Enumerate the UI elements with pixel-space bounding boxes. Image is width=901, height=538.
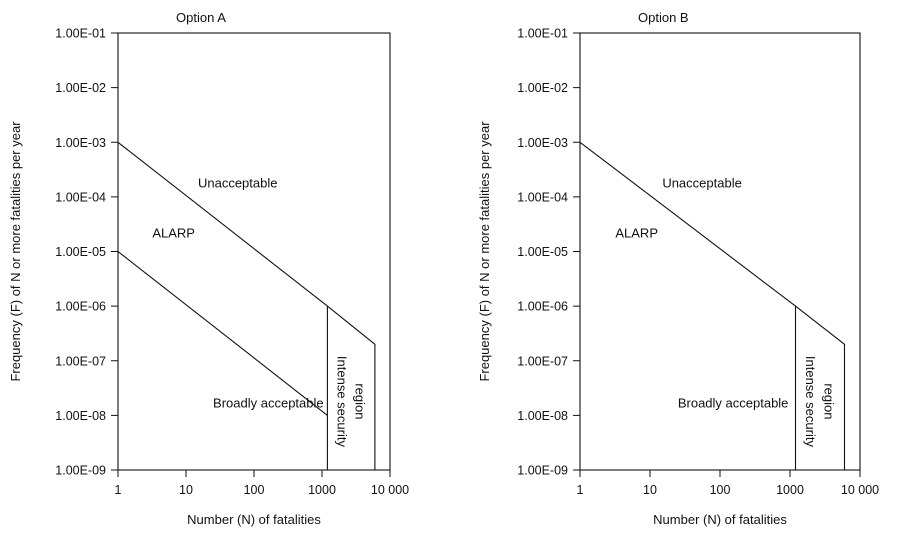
y-tick-label: 1.00E-06 bbox=[517, 300, 568, 314]
y-tick-label: 1.00E-03 bbox=[517, 136, 568, 150]
x-tick-label: 10 bbox=[643, 483, 657, 497]
y-tick-label: 1.00E-04 bbox=[55, 190, 106, 204]
region-label: region bbox=[821, 383, 836, 419]
y-tick-label: 1.00E-04 bbox=[517, 190, 568, 204]
fn-criterion-line bbox=[579, 141, 846, 470]
region-label: Broadly acceptable bbox=[678, 395, 789, 410]
y-tick-label: 1.00E-03 bbox=[55, 136, 106, 150]
panel-title: Option B bbox=[638, 10, 689, 25]
y-tick-label: 1.00E-05 bbox=[55, 245, 106, 259]
chart-panel-option-b: 1.00E-01 1.00E-02 1.00E-03 1.00E-04 1.00E-05… bbox=[477, 10, 879, 527]
fn-criterion-line bbox=[117, 141, 376, 470]
y-tick-label: 1.00E-08 bbox=[55, 409, 106, 423]
region-label: Broadly acceptable bbox=[213, 395, 324, 410]
y-tick-label: 1.00E-01 bbox=[55, 27, 106, 41]
y-tick-label: 1.00E-07 bbox=[55, 354, 106, 368]
y-tick-label: 1.00E-09 bbox=[55, 464, 106, 478]
x-tick-label: 1000 bbox=[776, 483, 804, 497]
y-tick-label: 1.00E-02 bbox=[55, 81, 106, 95]
y-tick-label: 1.00E-01 bbox=[517, 27, 568, 41]
y-axis-title: Frequency (F) of N or more fatalities pe… bbox=[8, 121, 23, 382]
y-tick-label: 1.00E-07 bbox=[517, 354, 568, 368]
chart-panel-option-a: 1.00E-01 1.00E-02 1.00E-03 1.00E-04 1.00E-05… bbox=[8, 10, 409, 527]
region-label: ALARP bbox=[615, 226, 658, 241]
x-tick-label: 1 bbox=[115, 483, 122, 497]
x-tick-label: 10 000 bbox=[841, 483, 879, 497]
region-label: Unacceptable bbox=[662, 175, 742, 190]
y-tick-label: 1.00E-02 bbox=[517, 81, 568, 95]
region-label: Unacceptable bbox=[198, 175, 278, 190]
region-label: Intense security bbox=[335, 356, 350, 448]
region-label: ALARP bbox=[152, 226, 195, 241]
x-tick-label: 1000 bbox=[308, 483, 336, 497]
x-tick-label: 10 bbox=[179, 483, 193, 497]
y-axis-title: Frequency (F) of N or more fatalities pe… bbox=[477, 121, 492, 382]
x-tick-label: 100 bbox=[244, 483, 265, 497]
x-tick-label: 1 bbox=[577, 483, 584, 497]
y-tick-label: 1.00E-06 bbox=[55, 300, 106, 314]
x-tick-label: 10 000 bbox=[371, 483, 409, 497]
y-tick-label: 1.00E-09 bbox=[517, 464, 568, 478]
fn-criterion-line bbox=[117, 251, 328, 416]
panel-title: Option A bbox=[176, 10, 226, 25]
x-axis-title: Number (N) of fatalities bbox=[653, 512, 787, 527]
x-tick-label: 100 bbox=[710, 483, 731, 497]
region-label: Intense security bbox=[803, 356, 818, 448]
y-tick-label: 1.00E-05 bbox=[517, 245, 568, 259]
region-label: region bbox=[352, 383, 367, 419]
y-tick-label: 1.00E-08 bbox=[517, 409, 568, 423]
x-axis-title: Number (N) of fatalities bbox=[187, 512, 321, 527]
